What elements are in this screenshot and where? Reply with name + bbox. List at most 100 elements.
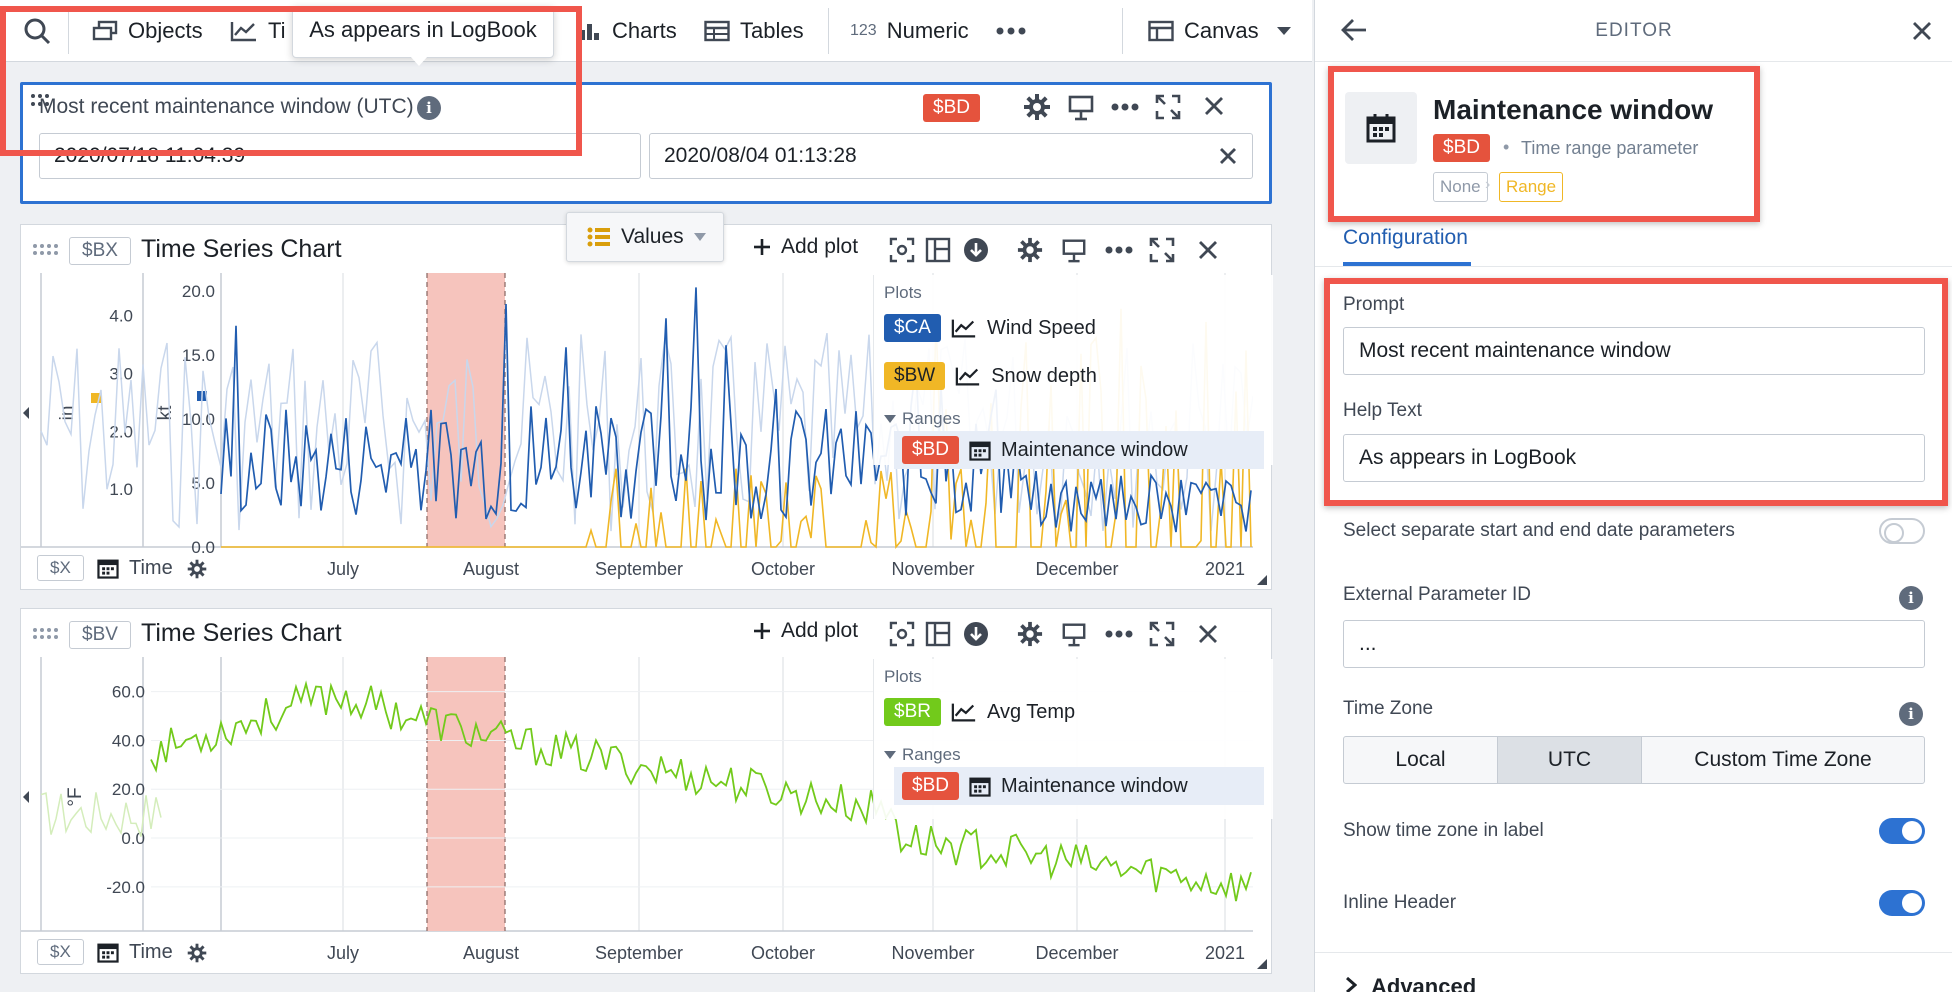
drag-handle-icon[interactable] xyxy=(31,93,49,107)
range-badge: $BD xyxy=(902,436,959,464)
x-tick-label: August xyxy=(462,943,520,963)
prompt-input[interactable]: Most recent maintenance window xyxy=(1343,327,1925,375)
toolbar-objects[interactable]: Objects xyxy=(92,0,203,62)
tab-divider xyxy=(1315,266,1952,267)
type-none-tag[interactable]: None xyxy=(1433,172,1488,202)
legend-range-item[interactable]: $BD Maintenance window xyxy=(894,767,1264,805)
parameter-widget[interactable]: Most recent maintenance window (UTC) i $… xyxy=(20,82,1272,204)
x-tick-label: November xyxy=(891,559,975,579)
chevron-right-icon[interactable] xyxy=(1345,976,1357,992)
plot-legend: Plots $BR Avg Temp Ranges $BD Maintenance win… xyxy=(873,659,1273,819)
more-icon[interactable] xyxy=(1105,237,1133,263)
gear-icon[interactable] xyxy=(187,559,207,579)
time-zone-segmented: Local UTC Custom Time Zone xyxy=(1343,736,1925,784)
download-icon[interactable] xyxy=(963,237,989,263)
tab-configuration[interactable]: Configuration xyxy=(1343,226,1468,249)
canvas-dropdown[interactable]: Canvas xyxy=(1148,0,1291,62)
fullscreen-icon[interactable] xyxy=(1149,237,1175,263)
zoom-select-icon[interactable] xyxy=(889,621,915,647)
drag-handle-icon[interactable] xyxy=(33,243,59,255)
start-date-input[interactable]: 2020/07/18 11:04:39 xyxy=(39,133,641,179)
close-icon[interactable] xyxy=(1203,95,1225,117)
line-chart-icon xyxy=(951,317,977,339)
tables-icon xyxy=(704,20,730,42)
plots-header: Plots xyxy=(884,283,922,302)
plot-badge: $BW xyxy=(884,362,946,390)
more-icon[interactable] xyxy=(994,18,1028,44)
chart-title: Time Series Chart xyxy=(141,235,342,263)
legend-range-item[interactable]: $BD Maintenance window xyxy=(894,431,1264,469)
info-icon[interactable]: i xyxy=(417,96,441,120)
more-icon[interactable] xyxy=(1111,103,1139,111)
calendar-icon xyxy=(97,557,119,579)
end-date-input[interactable]: 2020/08/04 01:13:28 xyxy=(649,133,1253,179)
fullscreen-icon[interactable] xyxy=(1155,94,1181,120)
external-id-input[interactable]: ... xyxy=(1343,620,1925,668)
toolbar-tables[interactable]: Tables xyxy=(704,0,804,62)
x-tick-label: July xyxy=(326,943,360,963)
gear-icon[interactable] xyxy=(1017,621,1043,647)
y-tick-label: 1.0 xyxy=(109,480,133,499)
resize-handle[interactable] xyxy=(1257,959,1267,969)
toolbar-time-series[interactable]: Ti xyxy=(230,0,286,62)
toolbar-divider xyxy=(828,8,829,54)
tz-local-button[interactable]: Local xyxy=(1344,737,1498,783)
gear-icon[interactable] xyxy=(1017,237,1043,263)
separate-dates-toggle[interactable] xyxy=(1879,518,1925,544)
time-series-icon xyxy=(230,20,258,42)
download-icon[interactable] xyxy=(963,621,989,647)
y-tick-label: 0.0 xyxy=(191,538,215,553)
gear-icon[interactable] xyxy=(187,943,207,963)
tz-custom-button[interactable]: Custom Time Zone xyxy=(1694,748,1872,771)
x-tick-label: September xyxy=(594,559,684,579)
plot-area[interactable]: °F 60.0 40.0 20.0 0.0 -20.0 xyxy=(21,657,1253,937)
clear-icon[interactable] xyxy=(1218,146,1238,166)
fullscreen-icon[interactable] xyxy=(1149,621,1175,647)
info-icon[interactable]: i xyxy=(1899,586,1923,610)
range-name: Maintenance window xyxy=(1000,438,1188,461)
objects-icon xyxy=(92,20,118,42)
presentation-icon[interactable] xyxy=(1067,93,1095,121)
inline-header-toggle[interactable] xyxy=(1879,890,1925,916)
back-arrow-icon[interactable] xyxy=(1341,18,1367,42)
close-icon[interactable] xyxy=(1197,621,1219,647)
zoom-select-icon[interactable] xyxy=(889,237,915,263)
gear-icon[interactable] xyxy=(1023,93,1051,121)
presentation-icon[interactable] xyxy=(1061,237,1087,263)
legend-plot-item[interactable]: $BR Avg Temp xyxy=(884,693,1075,731)
y-tick-label: 2.0 xyxy=(109,422,133,441)
legend-plot-item[interactable]: $CA Wind Speed xyxy=(884,309,1096,347)
layout-icon[interactable] xyxy=(925,621,951,647)
range-name: Maintenance window xyxy=(1000,774,1188,797)
toolbar-numeric[interactable]: 123 Numeric xyxy=(850,18,969,43)
close-icon[interactable] xyxy=(1197,237,1219,263)
tz-utc-button[interactable]: UTC xyxy=(1498,737,1642,783)
add-plot-button[interactable]: Add plot xyxy=(753,619,858,643)
toolbar-charts[interactable]: Charts xyxy=(578,0,677,62)
type-range-tag[interactable]: Range xyxy=(1499,172,1564,202)
time-zone-label: Time Zone xyxy=(1343,698,1434,719)
more-icon[interactable] xyxy=(1105,621,1133,647)
help-text-input[interactable]: As appears in LogBook xyxy=(1343,434,1925,482)
info-icon[interactable]: i xyxy=(1899,702,1923,726)
editor-title: EDITOR xyxy=(1595,20,1673,41)
legend-plot-item[interactable]: $BW Snow depth xyxy=(884,357,1097,395)
y-tick-label: 60.0 xyxy=(112,683,145,702)
search-icon[interactable] xyxy=(20,14,54,48)
close-icon[interactable] xyxy=(1911,20,1933,42)
x-tick-label: August xyxy=(462,559,520,579)
scroll-left-icon[interactable] xyxy=(23,791,29,803)
resize-handle[interactable] xyxy=(1257,575,1267,585)
values-dropdown[interactable]: Values xyxy=(566,212,724,262)
range-badge: $BD xyxy=(902,772,959,800)
advanced-section[interactable]: Advanced xyxy=(1371,974,1477,992)
drag-handle-icon[interactable] xyxy=(33,627,59,639)
show-tz-toggle[interactable] xyxy=(1879,818,1925,844)
presentation-icon[interactable] xyxy=(1061,621,1087,647)
scroll-left-icon[interactable] xyxy=(23,407,29,419)
layout-icon[interactable] xyxy=(925,237,951,263)
y-tick-label: -20.0 xyxy=(106,878,145,897)
add-plot-button[interactable]: Add plot xyxy=(753,235,858,259)
separate-dates-label: Select separate start and end date param… xyxy=(1343,520,1735,541)
